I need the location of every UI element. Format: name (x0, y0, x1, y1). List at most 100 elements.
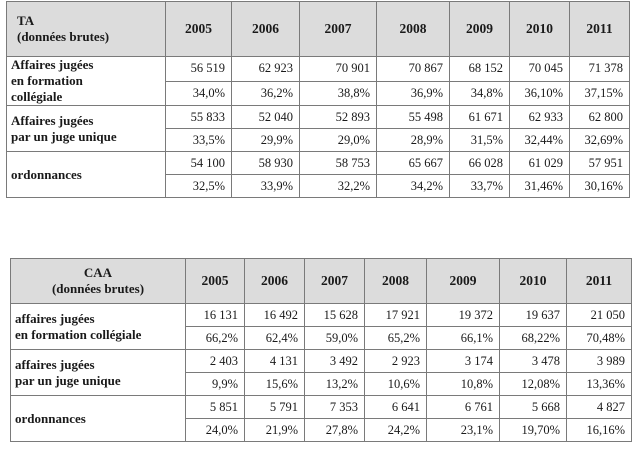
table-title: CAA (données brutes) (10, 258, 186, 304)
value-cell: 5 668 (499, 395, 567, 419)
share-cell: 30,16% (569, 174, 630, 198)
share-cell: 36,9% (376, 80, 450, 106)
value-cell: 3 492 (304, 349, 365, 373)
table-row: ordonnances 5 851 5 791 7 353 6 641 6 76… (10, 395, 632, 442)
header-row: CAA (données brutes) 2005 2006 2007 2008… (10, 258, 632, 304)
share-cell: 70,48% (566, 326, 632, 350)
value-cell: 52 040 (231, 105, 300, 129)
ta-table: TA (données brutes) 2005 2006 2007 2008 … (6, 1, 630, 198)
year-header: 2007 (304, 258, 365, 304)
category-label: ordonnances (6, 151, 166, 198)
share-cell: 23,1% (426, 418, 500, 442)
category-label: ordonnances (10, 395, 186, 442)
category-label: Affaires jugées par un juge unique (6, 105, 166, 152)
title-line: CAA (83, 265, 113, 280)
value-cell: 65 667 (376, 151, 450, 175)
value-cell: 2 403 (185, 349, 245, 373)
share-cell: 24,2% (364, 418, 427, 442)
value-cell: 16 131 (185, 303, 245, 327)
value-cell: 5 851 (185, 395, 245, 419)
title-subline: (données brutes) (17, 29, 110, 44)
value-cell: 3 174 (426, 349, 500, 373)
table-row: affaires jugées par un juge unique 2 403… (10, 349, 632, 396)
share-cell: 16,16% (566, 418, 632, 442)
category-label: affaires jugées par un juge unique (10, 349, 186, 396)
share-cell: 38,8% (299, 80, 377, 106)
value-cell: 62 800 (569, 105, 630, 129)
value-cell: 2 923 (364, 349, 427, 373)
value-cell: 70 867 (376, 56, 450, 82)
value-cell: 5 791 (244, 395, 305, 419)
share-cell: 34,8% (449, 80, 510, 106)
share-cell: 32,69% (569, 128, 630, 152)
value-cell: 55 833 (165, 105, 232, 129)
share-cell: 59,0% (304, 326, 365, 350)
value-cell: 62 923 (231, 56, 300, 82)
value-cell: 6 641 (364, 395, 427, 419)
value-cell: 6 761 (426, 395, 500, 419)
label-line: Affaires jugées (11, 57, 94, 72)
share-cell: 15,6% (244, 372, 305, 396)
table-row: 66,2% 62,4% 59,0% 65,2% 66,1% 68,22% 70,… (11, 326, 632, 350)
value-cell: 55 498 (376, 105, 450, 129)
label-line: affaires jugées (15, 310, 95, 326)
year-header: 2009 (426, 258, 500, 304)
value-cell: 56 519 (165, 56, 232, 82)
year-header: 2005 (185, 258, 245, 304)
table-row: Affaires jugées en formation collégiale … (6, 56, 630, 106)
table-row: 32,5% 33,9% 32,2% 34,2% 33,7% 31,46% 30,… (7, 174, 630, 198)
table-row: Affaires jugées par un juge unique 55 83… (6, 105, 630, 152)
label-line: collégiale (11, 89, 63, 104)
year-header: 2006 (231, 1, 300, 57)
value-cell: 19 637 (499, 303, 567, 327)
label-line: ordonnances (15, 410, 86, 426)
share-cell: 33,5% (165, 128, 232, 152)
share-cell: 10,8% (426, 372, 500, 396)
share-cell: 32,5% (165, 174, 232, 198)
header-row: TA (données brutes) 2005 2006 2007 2008 … (6, 1, 630, 57)
value-cell: 58 753 (299, 151, 377, 175)
share-cell: 13,2% (304, 372, 365, 396)
label-line: par un juge unique (11, 128, 117, 144)
value-cell: 3 478 (499, 349, 567, 373)
share-cell: 9,9% (185, 372, 245, 396)
share-cell: 28,9% (376, 128, 450, 152)
table-row: 24,0% 21,9% 27,8% 24,2% 23,1% 19,70% 16,… (11, 418, 632, 442)
value-cell: 70 901 (299, 56, 377, 82)
year-header: 2010 (509, 1, 570, 57)
value-cell: 4 131 (244, 349, 305, 373)
share-cell: 21,9% (244, 418, 305, 442)
value-cell: 54 100 (165, 151, 232, 175)
category-label: affaires jugées en formation collégiale (10, 303, 186, 350)
value-cell: 17 921 (364, 303, 427, 327)
category-label: Affaires jugées en formation collégiale (6, 56, 166, 106)
share-cell: 68,22% (499, 326, 567, 350)
share-cell: 65,2% (364, 326, 427, 350)
share-cell: 13,36% (566, 372, 632, 396)
value-cell: 66 028 (449, 151, 510, 175)
label-line: affaires jugées (15, 356, 95, 372)
year-header: 2010 (499, 258, 567, 304)
value-cell: 68 152 (449, 56, 510, 82)
table-title: TA (données brutes) (6, 1, 166, 57)
share-cell: 62,4% (244, 326, 305, 350)
label-line: par un juge unique (15, 372, 121, 388)
share-cell: 29,0% (299, 128, 377, 152)
value-cell: 16 492 (244, 303, 305, 327)
year-header: 2008 (376, 1, 450, 57)
year-header: 2007 (299, 1, 377, 57)
share-cell: 10,6% (364, 372, 427, 396)
value-cell: 52 893 (299, 105, 377, 129)
share-cell: 32,44% (509, 128, 570, 152)
value-cell: 19 372 (426, 303, 500, 327)
value-cell: 7 353 (304, 395, 365, 419)
label-line: Affaires jugées (11, 112, 94, 128)
share-cell: 37,15% (569, 80, 630, 106)
caa-table: CAA (données brutes) 2005 2006 2007 2008… (10, 258, 632, 442)
label-line: en formation collégiale (15, 326, 142, 342)
title-subline: (données brutes) (51, 281, 145, 296)
label-line: en formation (11, 73, 83, 88)
year-header: 2011 (569, 1, 630, 57)
year-header: 2005 (165, 1, 232, 57)
value-cell: 61 029 (509, 151, 570, 175)
